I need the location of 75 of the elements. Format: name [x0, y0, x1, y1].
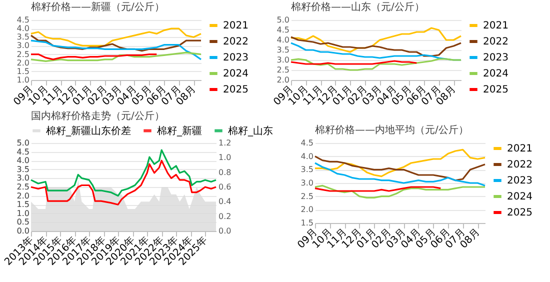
legend-label: 2024 — [507, 192, 532, 202]
line-series — [314, 162, 486, 186]
y-tick-label: 2.5 — [276, 66, 290, 74]
legend-label: 2022 — [507, 160, 532, 170]
legend-label: 2023 — [507, 176, 532, 186]
y-tick-label: 4.5 — [276, 26, 290, 34]
y-tick-label: 3.0 — [16, 174, 30, 183]
y-tick-label: 0.0 — [16, 226, 30, 236]
line-series — [290, 27, 462, 53]
legend-label: 2021 — [223, 20, 248, 32]
chart-title: 棉籽价格——内地平均（元/公斤） — [315, 124, 468, 136]
y-tick-label: 0.5 — [16, 218, 30, 227]
y-tick-label: 2.0 — [16, 191, 30, 200]
y-tick-label: 3.5 — [276, 46, 290, 54]
line-series — [314, 184, 486, 198]
y-tick-label: 3.0 — [300, 178, 314, 188]
line-series — [30, 34, 202, 52]
line-series — [30, 160, 217, 206]
legend-label: 2022 — [223, 36, 248, 48]
line-series — [290, 36, 462, 57]
line-series — [314, 148, 486, 178]
y2-tick-label: 1.2 — [218, 138, 232, 148]
legend-label: 2023 — [223, 52, 248, 64]
y-tick-label: 4.0 — [16, 24, 30, 34]
y-tick-label: 4.0 — [276, 36, 290, 44]
y-tick-label: 2.0 — [300, 205, 314, 214]
y-tick-label: 2.0 — [16, 58, 30, 68]
y-tick-label: 4.5 — [16, 16, 30, 24]
y-tick-label: 1.0 — [16, 208, 30, 218]
legend-label: 2021 — [507, 144, 532, 154]
chart-title: 棉籽价格——山东（元/公斤） — [291, 1, 424, 13]
y-tick-label: 2.0 — [276, 76, 290, 84]
legend-label: 棉籽_新疆山东价差 — [46, 124, 131, 137]
line-series — [30, 28, 202, 47]
line-series — [290, 58, 462, 71]
line-series — [314, 156, 486, 182]
y2-tick-label: 1.0 — [218, 153, 232, 162]
y-tick-label: 4.5 — [16, 147, 30, 156]
y-tick-label: 3.5 — [16, 164, 30, 174]
y-tick-label: 4.0 — [16, 156, 30, 166]
legend-label: 2021 — [483, 20, 508, 32]
y2-tick-label: 0.6 — [218, 182, 232, 192]
y-tick-label: 1.5 — [16, 200, 30, 210]
y-tick-label: 3.5 — [16, 32, 30, 42]
y2-tick-label: 0.2 — [218, 212, 232, 221]
y-tick-label: 1.5 — [300, 218, 314, 228]
y2-tick-label: 0.4 — [218, 197, 232, 206]
y-tick-label: 1.0 — [16, 76, 30, 84]
legend-label: 棉籽_山东 — [228, 124, 273, 137]
y-tick-label: 2.5 — [300, 192, 314, 201]
y-tick-label: 4.0 — [300, 152, 314, 161]
y-tick-label: 5.0 — [276, 16, 290, 24]
line-series — [30, 52, 202, 62]
legend-label: 2025 — [483, 84, 508, 96]
legend-label: 2024 — [483, 68, 508, 80]
chart-title: 棉籽价格——新疆（元/公斤） — [31, 1, 164, 13]
y-tick-label: 3.5 — [300, 165, 314, 174]
y-tick-label: 3.0 — [276, 56, 290, 64]
y-tick-label: 4.5 — [300, 138, 314, 148]
y-tick-label: 3.0 — [16, 41, 30, 50]
legend-label: 棉籽_新疆 — [157, 124, 202, 137]
legend-label: 2022 — [483, 36, 508, 48]
legend-label: 2025 — [223, 84, 248, 96]
legend-label: 2023 — [483, 52, 508, 64]
y2-tick-label: 0.0 — [218, 226, 232, 236]
y-tick-label: 5.0 — [16, 138, 30, 148]
chart-title: 国内棉籽价格走势（元/公斤） — [31, 110, 164, 122]
line-series — [30, 40, 202, 60]
legend-label: 2025 — [507, 208, 532, 218]
y-tick-label: 2.5 — [16, 182, 30, 192]
y2-tick-label: 0.8 — [218, 168, 232, 177]
y-tick-label: 1.5 — [16, 66, 30, 76]
y-tick-label: 2.5 — [16, 50, 30, 59]
legend-label: 2024 — [223, 68, 248, 80]
line-series — [30, 149, 217, 197]
